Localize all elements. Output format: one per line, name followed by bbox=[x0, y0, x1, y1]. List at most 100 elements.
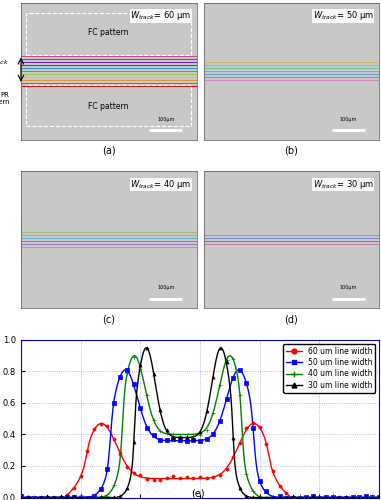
Point bbox=[71, 494, 77, 500]
Point bbox=[376, 492, 381, 500]
Point bbox=[98, 420, 104, 428]
Point bbox=[323, 494, 329, 500]
Point bbox=[124, 366, 130, 374]
Point bbox=[144, 391, 150, 399]
Text: 100μm: 100μm bbox=[157, 286, 174, 290]
Point bbox=[98, 484, 104, 492]
Point bbox=[150, 416, 157, 424]
Point bbox=[296, 494, 303, 500]
Point bbox=[290, 494, 296, 500]
Point bbox=[124, 484, 130, 492]
Point bbox=[310, 492, 316, 500]
Point bbox=[277, 482, 283, 490]
Point bbox=[144, 344, 150, 352]
Point bbox=[197, 428, 203, 436]
Point bbox=[131, 352, 137, 360]
Text: $W_{track}$= 50 μm: $W_{track}$= 50 μm bbox=[312, 10, 374, 22]
Point bbox=[263, 440, 269, 448]
Point bbox=[177, 474, 183, 482]
Bar bbox=[26, 84, 191, 126]
Point bbox=[117, 492, 123, 500]
Point bbox=[45, 492, 51, 500]
Point bbox=[323, 494, 329, 500]
Point bbox=[78, 494, 84, 500]
Point bbox=[190, 432, 197, 440]
Point bbox=[376, 492, 381, 500]
Point bbox=[78, 494, 84, 500]
Point bbox=[277, 494, 283, 500]
Text: $W_{track}$= 60 μm: $W_{track}$= 60 μm bbox=[130, 10, 191, 22]
Point bbox=[224, 396, 230, 404]
Point bbox=[84, 447, 90, 455]
Point bbox=[190, 474, 197, 482]
Point bbox=[164, 474, 170, 482]
Point bbox=[290, 494, 296, 500]
Point bbox=[98, 492, 104, 500]
Point bbox=[224, 358, 230, 366]
Point bbox=[230, 453, 236, 461]
Point bbox=[363, 494, 369, 500]
Point bbox=[24, 493, 30, 500]
Point bbox=[270, 467, 276, 475]
Point bbox=[144, 424, 150, 432]
Point bbox=[45, 494, 51, 500]
Point bbox=[137, 404, 143, 412]
Point bbox=[51, 494, 57, 500]
Point bbox=[243, 380, 250, 388]
Point bbox=[376, 493, 381, 500]
Point bbox=[257, 493, 263, 500]
Point bbox=[164, 436, 170, 444]
Point bbox=[197, 431, 203, 439]
Point bbox=[336, 493, 343, 500]
Point bbox=[64, 493, 70, 500]
Point bbox=[170, 434, 176, 442]
Point bbox=[18, 494, 24, 500]
Point bbox=[51, 493, 57, 500]
Point bbox=[257, 494, 263, 500]
Point bbox=[363, 492, 369, 500]
Point bbox=[270, 494, 276, 500]
Point bbox=[104, 494, 110, 500]
Point bbox=[78, 472, 84, 480]
Point bbox=[84, 494, 90, 500]
Point bbox=[31, 494, 37, 500]
Point bbox=[117, 451, 123, 459]
Point bbox=[111, 492, 117, 500]
Point bbox=[257, 424, 263, 432]
Point bbox=[18, 493, 24, 500]
Point bbox=[203, 474, 210, 482]
Point bbox=[316, 494, 322, 500]
Point bbox=[323, 494, 329, 500]
Point bbox=[91, 426, 97, 434]
Point bbox=[210, 372, 216, 380]
Point bbox=[91, 493, 97, 500]
Point bbox=[177, 432, 183, 440]
Text: (e): (e) bbox=[191, 489, 205, 499]
Point bbox=[24, 494, 30, 500]
Point bbox=[144, 475, 150, 483]
Point bbox=[343, 494, 349, 500]
Point bbox=[349, 493, 355, 500]
Point bbox=[250, 420, 256, 428]
Point bbox=[224, 356, 230, 364]
Point bbox=[343, 493, 349, 500]
Point bbox=[58, 493, 64, 500]
Point bbox=[330, 493, 336, 500]
Point bbox=[343, 494, 349, 500]
Point bbox=[316, 494, 322, 500]
Text: (a): (a) bbox=[102, 146, 115, 156]
Point bbox=[157, 436, 163, 444]
Point bbox=[250, 424, 256, 432]
Point bbox=[104, 422, 110, 430]
Point bbox=[157, 476, 163, 484]
Point bbox=[296, 494, 303, 500]
Point bbox=[150, 476, 157, 484]
Point bbox=[170, 430, 176, 438]
Point bbox=[370, 492, 376, 500]
Point bbox=[290, 492, 296, 500]
Point bbox=[18, 492, 24, 500]
Point bbox=[263, 487, 269, 495]
Point bbox=[303, 494, 309, 500]
Point bbox=[190, 434, 197, 442]
Point bbox=[64, 492, 70, 500]
